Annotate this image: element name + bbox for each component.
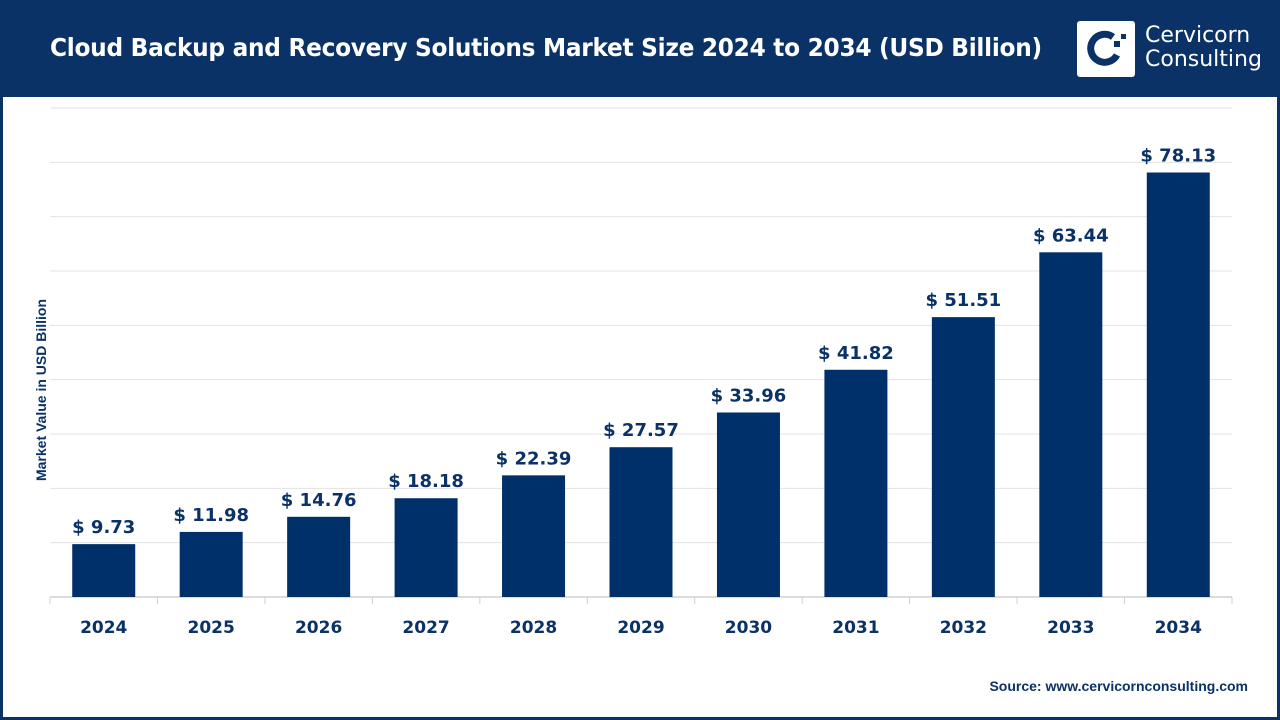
data-label: $ 14.76 [281,490,357,511]
bar [824,369,888,597]
bar [502,475,566,597]
cervicorn-logo-icon [1077,21,1135,77]
x-tick-label: 2033 [1047,618,1094,638]
bar [287,516,351,597]
bar [179,531,243,597]
chart-title: Cloud Backup and Recovery Solutions Mark… [50,33,1042,62]
data-label: $ 22.39 [496,448,572,469]
bar [394,498,458,597]
x-tick-label: 2027 [402,618,449,638]
bar [716,412,780,597]
source-text: Source: www.cervicornconsulting.com [989,678,1248,694]
logo-line1: Cervicorn [1145,23,1251,48]
data-label: $ 9.73 [72,517,135,538]
data-label: $ 78.13 [1140,145,1216,166]
x-tick-label: 2025 [188,618,235,638]
bar [1039,252,1103,597]
x-tick-label: 2024 [80,618,127,638]
data-label: $ 41.82 [818,343,894,364]
bar [72,544,136,597]
x-tick-label: 2030 [725,618,772,638]
x-tick-label: 2026 [295,618,342,638]
logo-text: Cervicorn Consulting [1145,24,1262,72]
bar [931,317,995,597]
x-tick-label: 2032 [940,618,987,638]
x-tick-label: 2034 [1155,618,1202,638]
data-label: $ 63.44 [1033,225,1109,246]
data-label: $ 33.96 [711,385,787,406]
data-label: $ 27.57 [603,420,679,441]
x-tick-label: 2028 [510,618,557,638]
x-tick-label: 2029 [617,618,664,638]
data-label: $ 11.98 [173,505,249,526]
bar [1146,172,1210,598]
data-label: $ 18.18 [388,471,464,492]
x-tick-label: 2031 [832,618,879,638]
bar [609,447,673,597]
header-bar: Cloud Backup and Recovery Solutions Mark… [0,0,1280,97]
data-label: $ 51.51 [925,290,1001,311]
logo-line2: Consulting [1145,47,1262,72]
